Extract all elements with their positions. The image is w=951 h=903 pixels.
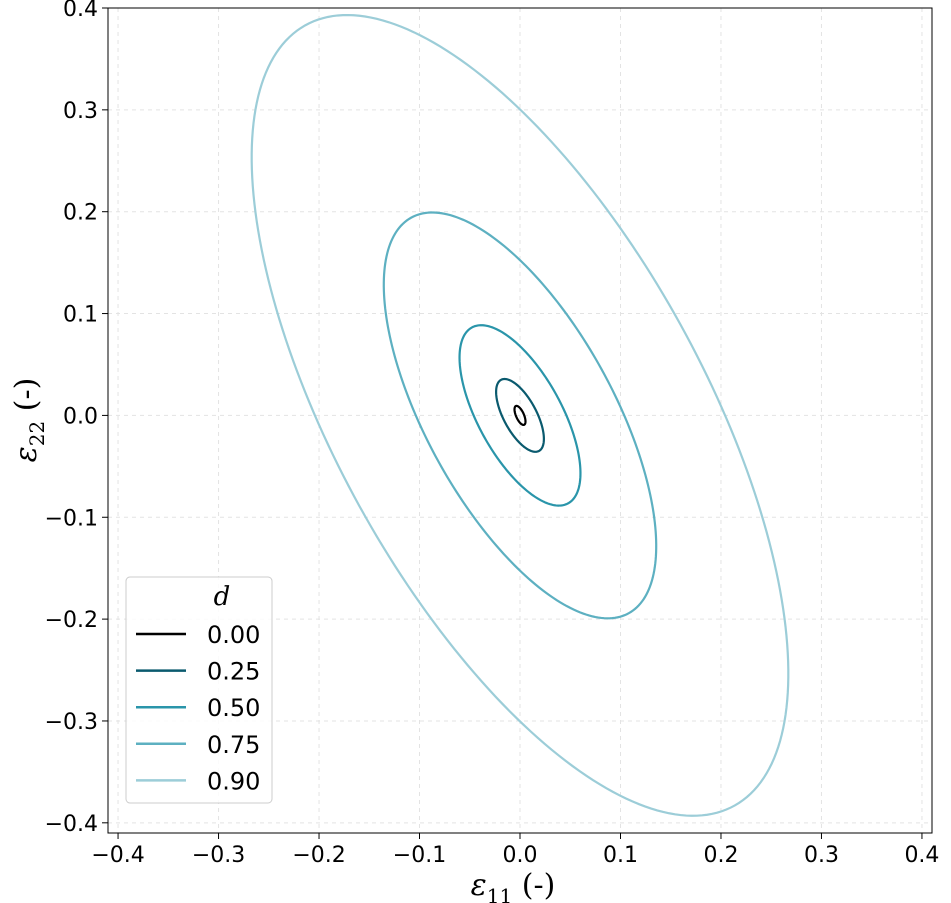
y-axis-label-subscript: 22 bbox=[25, 421, 49, 446]
x-tick-label: −0.3 bbox=[192, 843, 245, 868]
y-tick-label: −0.1 bbox=[45, 506, 98, 531]
plot-curves bbox=[250, 13, 790, 817]
x-axis-label-unit: (-) bbox=[512, 868, 555, 903]
series-curve-0.50 bbox=[458, 324, 582, 507]
y-tick-label: −0.2 bbox=[45, 608, 98, 633]
legend-label: 0.50 bbox=[207, 694, 260, 722]
y-axis-label: ε22 (-) bbox=[9, 378, 49, 463]
y-tick-label: 0.2 bbox=[63, 201, 98, 226]
legend-entries: 0.00 0.25 0.50 0.75 0.90 bbox=[136, 621, 260, 795]
y-tick-label: 0.4 bbox=[63, 0, 98, 22]
x-tick-label: 0.2 bbox=[703, 843, 738, 868]
x-tick-label: −0.2 bbox=[292, 843, 345, 868]
x-tick-label: 0.1 bbox=[603, 843, 638, 868]
x-axis-label: ε11 (-) bbox=[471, 868, 556, 903]
y-axis-label-unit: (-) bbox=[9, 378, 44, 421]
x-tick-label: −0.4 bbox=[91, 843, 144, 868]
series-curve-0.75 bbox=[382, 211, 658, 620]
x-axis-ticks: −0.4 −0.3 −0.2 −0.1 0.0 0.1 0.2 0.3 0.4 bbox=[91, 833, 939, 868]
y-tick-label: 0.1 bbox=[63, 303, 98, 328]
legend-label: 0.90 bbox=[207, 767, 260, 795]
legend-title: d bbox=[214, 582, 231, 612]
x-tick-label: 0.4 bbox=[904, 843, 939, 868]
legend-label: 0.00 bbox=[207, 621, 260, 649]
y-tick-label: −0.4 bbox=[45, 812, 98, 837]
series-curve-0.00 bbox=[513, 404, 527, 427]
y-axis-label-symbol: ε bbox=[9, 446, 44, 462]
series-curve-0.90 bbox=[250, 13, 790, 817]
legend: d 0.00 0.25 0.50 0.75 0.90 bbox=[125, 576, 273, 804]
y-tick-label: 0.0 bbox=[63, 404, 98, 429]
x-tick-label: 0.0 bbox=[503, 843, 538, 868]
y-tick-label: −0.3 bbox=[45, 710, 98, 735]
series-curve-0.25 bbox=[495, 377, 545, 453]
x-axis-label-subscript: 11 bbox=[487, 884, 512, 903]
y-tick-label: 0.3 bbox=[63, 99, 98, 124]
x-tick-label: 0.3 bbox=[804, 843, 839, 868]
legend-label: 0.25 bbox=[207, 658, 260, 686]
x-tick-label: −0.1 bbox=[393, 843, 446, 868]
x-axis-label-symbol: ε bbox=[471, 868, 487, 903]
y-axis-ticks: −0.4 −0.3 −0.2 −0.1 0.0 0.1 0.2 0.3 0.4 bbox=[45, 0, 108, 837]
legend-label: 0.75 bbox=[207, 731, 260, 759]
